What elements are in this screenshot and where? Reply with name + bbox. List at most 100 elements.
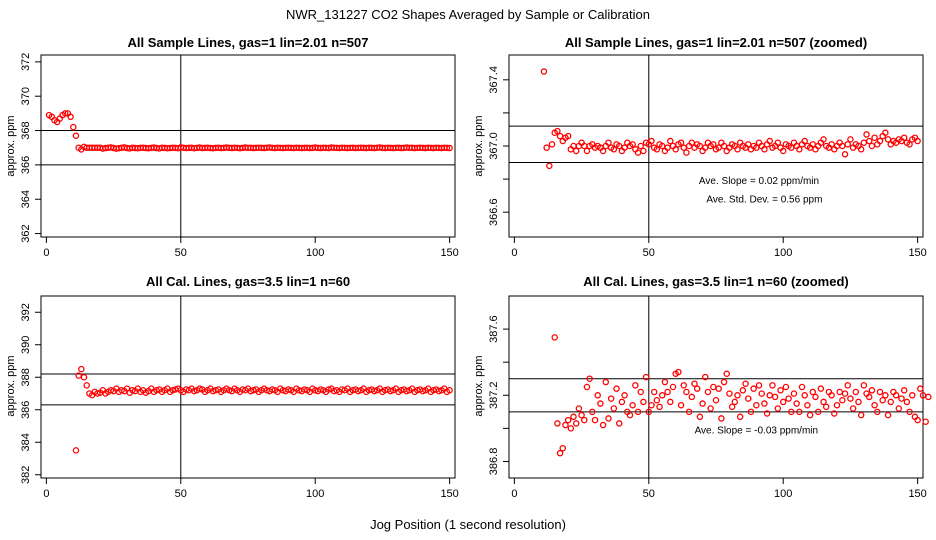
y-tick-label: 368 bbox=[20, 121, 32, 139]
data-point bbox=[726, 390, 733, 397]
data-point bbox=[72, 132, 80, 139]
y-axis-label: approx. ppm bbox=[5, 115, 17, 176]
data-point bbox=[562, 421, 569, 429]
data-point bbox=[629, 141, 636, 148]
x-tick-label: 100 bbox=[306, 247, 324, 259]
data-point bbox=[567, 425, 575, 432]
data-point bbox=[667, 137, 674, 145]
data-point bbox=[599, 147, 607, 155]
data-point bbox=[688, 393, 696, 401]
data-point bbox=[828, 392, 835, 399]
data-point bbox=[898, 395, 905, 402]
data-point bbox=[72, 447, 80, 454]
data-point bbox=[704, 388, 712, 396]
data-point bbox=[637, 388, 644, 396]
data-point bbox=[900, 387, 908, 394]
data-point bbox=[801, 137, 808, 145]
data-point bbox=[683, 388, 690, 396]
data-point bbox=[83, 382, 90, 389]
y-tick-label: 362 bbox=[20, 224, 32, 242]
data-point bbox=[691, 380, 698, 387]
data-point bbox=[723, 370, 731, 378]
data-point bbox=[548, 141, 556, 148]
y-tick-label: 382 bbox=[20, 466, 32, 484]
data-point bbox=[753, 401, 760, 409]
data-point bbox=[653, 146, 661, 153]
data-point bbox=[613, 385, 620, 392]
y-tick-label: 367.0 bbox=[488, 132, 500, 160]
data-point bbox=[720, 378, 728, 386]
data-point bbox=[728, 403, 736, 411]
data-point bbox=[626, 411, 634, 419]
data-point bbox=[804, 401, 811, 409]
data-point bbox=[610, 405, 618, 412]
data-point bbox=[642, 373, 650, 381]
data-point bbox=[882, 392, 889, 399]
data-point bbox=[648, 137, 655, 145]
data-point bbox=[796, 146, 803, 153]
annotation: Ave. Slope = -0.03 ppm/min bbox=[695, 425, 819, 436]
data-point bbox=[865, 137, 873, 145]
data-point bbox=[677, 401, 685, 409]
data-point bbox=[769, 382, 776, 389]
data-point bbox=[785, 395, 792, 402]
data-point bbox=[640, 147, 647, 155]
data-point bbox=[788, 408, 795, 416]
data-point bbox=[884, 411, 892, 419]
y-tick-label: 387.6 bbox=[488, 315, 500, 343]
data-point bbox=[693, 385, 701, 392]
x-tick-label: 50 bbox=[643, 488, 655, 500]
data-point bbox=[847, 136, 854, 143]
data-point bbox=[868, 142, 876, 150]
data-point bbox=[731, 398, 739, 406]
data-point bbox=[634, 408, 642, 416]
data-point bbox=[667, 398, 674, 406]
data-point bbox=[742, 380, 749, 387]
data-point bbox=[618, 398, 626, 406]
data-point bbox=[844, 382, 851, 389]
data-point bbox=[844, 141, 851, 148]
y-tick-label: 387.2 bbox=[488, 382, 500, 410]
data-point bbox=[900, 134, 908, 141]
data-point bbox=[761, 146, 768, 153]
data-point bbox=[857, 146, 865, 153]
panel-sample-lines: All Sample Lines, gas=1 lin=2.01 n=507 a… bbox=[5, 35, 459, 259]
data-point bbox=[814, 408, 822, 416]
data-point bbox=[586, 375, 593, 382]
x-tick-label: 50 bbox=[175, 247, 187, 259]
data-point bbox=[871, 401, 878, 409]
data-point bbox=[863, 131, 870, 138]
data-point bbox=[906, 141, 913, 148]
data-point bbox=[78, 365, 85, 373]
data-point bbox=[653, 396, 661, 404]
data-point bbox=[572, 420, 580, 427]
data-point bbox=[865, 393, 873, 401]
x-tick-label: 0 bbox=[43, 488, 49, 500]
data-point bbox=[583, 383, 591, 391]
y-tick-label: 390 bbox=[20, 336, 32, 354]
x-tick-label: 150 bbox=[908, 488, 926, 500]
data-point bbox=[868, 387, 876, 394]
data-point bbox=[578, 411, 585, 419]
data-point bbox=[874, 408, 881, 416]
data-point bbox=[922, 418, 929, 425]
data-point bbox=[701, 373, 709, 381]
data-point bbox=[820, 136, 827, 143]
data-point bbox=[575, 405, 583, 412]
panel-title: All Sample Lines, gas=1 lin=2.01 n=507 bbox=[128, 35, 369, 50]
data-point bbox=[771, 393, 779, 401]
data-point bbox=[67, 113, 74, 121]
data-point bbox=[763, 410, 771, 417]
data-point bbox=[761, 400, 768, 407]
panel-title: All Cal. Lines, gas=3.5 lin=1 n=60 (zoom… bbox=[583, 274, 849, 289]
data-point bbox=[710, 141, 717, 148]
data-point bbox=[629, 401, 636, 409]
data-point bbox=[637, 142, 644, 150]
data-point bbox=[833, 401, 841, 409]
data-point bbox=[882, 129, 889, 137]
data-point bbox=[750, 385, 757, 392]
data-point bbox=[860, 382, 868, 389]
data-point bbox=[615, 420, 623, 427]
data-point bbox=[793, 400, 800, 407]
data-point bbox=[895, 405, 903, 412]
